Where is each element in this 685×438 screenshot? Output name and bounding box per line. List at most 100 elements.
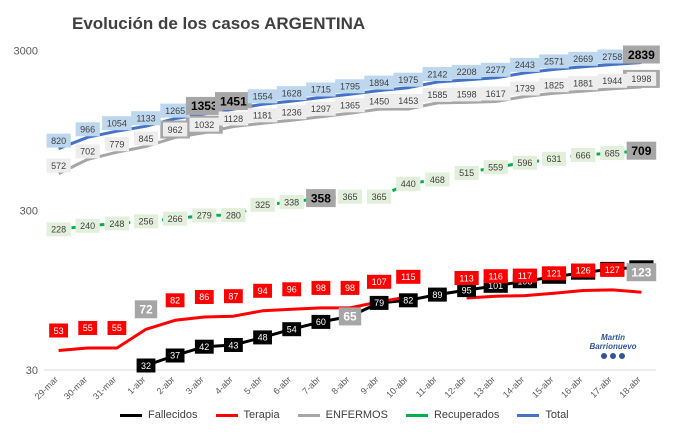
data-label-box	[623, 45, 660, 64]
data-label-box	[369, 295, 389, 310]
data-label: 2142	[427, 69, 447, 79]
data-label: 2571	[544, 57, 564, 67]
data-label-box	[457, 283, 476, 298]
data-label: 1451	[220, 94, 247, 108]
data-label-box	[571, 263, 596, 278]
data-label: 1894	[369, 78, 389, 88]
data-label-box	[510, 57, 540, 72]
data-label-box	[337, 189, 363, 204]
data-label-box	[218, 111, 249, 126]
data-label: 1739	[515, 84, 535, 94]
data-label-box	[483, 160, 508, 175]
data-label: 42	[199, 342, 209, 352]
legend-label: Terapia	[243, 409, 280, 421]
data-label-box	[393, 72, 424, 87]
data-label: 1598	[457, 90, 477, 100]
x-tick-label: 11-abr	[414, 374, 439, 399]
data-label: 95	[462, 285, 472, 295]
data-label: 266	[168, 214, 183, 224]
data-label-box	[539, 78, 569, 93]
data-label-box	[367, 274, 392, 289]
data-label: 572	[51, 161, 66, 171]
data-label: 1365	[340, 101, 360, 111]
x-tick-label: 18-abr	[617, 374, 642, 399]
data-label-box	[626, 141, 657, 160]
data-label: 1617	[486, 89, 506, 99]
legend-swatch	[297, 413, 320, 417]
data-label: 365	[342, 192, 357, 202]
data-label: 1265	[165, 106, 185, 116]
data-label-box	[454, 165, 479, 180]
data-label-box	[75, 122, 100, 137]
data-label: 966	[80, 125, 95, 135]
data-label: 126	[576, 266, 591, 276]
data-label: 79	[374, 298, 384, 308]
legend-item-terapia: Terapia	[215, 409, 280, 421]
data-label-box	[335, 79, 365, 94]
data-label-box	[306, 82, 336, 97]
data-label-box	[512, 155, 537, 170]
data-label: 1975	[398, 75, 418, 85]
y-tick-label: 3000	[14, 46, 38, 58]
x-tick-label: 17-abr	[588, 374, 613, 399]
data-label: 256	[138, 217, 153, 227]
data-label: 107	[372, 277, 387, 287]
data-label: 72	[139, 303, 153, 317]
data-label: 1032	[194, 120, 214, 130]
data-label-box	[393, 94, 424, 108]
data-label-box	[46, 133, 71, 148]
data-label-box	[367, 189, 392, 204]
data-label: 65	[343, 310, 357, 324]
data-label-box	[600, 146, 625, 161]
data-label: 87	[228, 291, 238, 301]
data-label-box	[541, 151, 567, 166]
data-label: 48	[258, 333, 268, 343]
data-label-box	[185, 96, 223, 115]
x-tick-label: 29-mar	[33, 374, 60, 401]
data-label-box	[221, 208, 246, 223]
x-tick-label: 3-abr	[184, 374, 206, 396]
data-label-box	[163, 122, 188, 137]
data-label: 123	[631, 266, 651, 280]
data-label-box	[510, 81, 540, 96]
data-label: 365	[372, 192, 387, 202]
data-label-box	[428, 287, 447, 302]
series-line-terapia	[466, 288, 642, 300]
data-label: 1944	[602, 76, 622, 86]
data-label: 962	[168, 125, 183, 135]
data-label-box	[247, 108, 278, 123]
data-label-box	[600, 262, 625, 277]
data-label: 98	[345, 283, 355, 293]
legend-item-total: Total	[517, 409, 569, 421]
data-label-box	[136, 358, 156, 373]
data-label: 1453	[398, 96, 418, 106]
legend-label: Total	[545, 409, 569, 421]
data-label-box	[568, 51, 598, 66]
data-label-box	[396, 176, 421, 191]
data-label: 1054	[107, 119, 127, 129]
data-label-box	[541, 266, 567, 281]
data-label-box	[253, 283, 272, 298]
data-label-box	[568, 76, 598, 91]
data-label: 2208	[457, 67, 477, 77]
y-tick-label: 300	[20, 205, 38, 217]
legend-item-enfermos: ENFERMOS	[297, 409, 388, 421]
data-label: 115	[401, 272, 415, 282]
data-label: 338	[284, 197, 299, 207]
data-label-box	[340, 280, 360, 295]
data-label-box	[107, 321, 127, 335]
data-label: 1628	[282, 88, 302, 98]
data-label-box	[165, 348, 185, 363]
x-tick-label: 31-mar	[91, 374, 118, 401]
data-label: 240	[80, 221, 95, 231]
data-label: 2277	[486, 65, 506, 75]
data-label-box	[247, 89, 278, 104]
data-label: 358	[311, 191, 331, 205]
data-label-box	[165, 293, 185, 308]
data-label-box	[279, 195, 304, 210]
data-label-box	[104, 216, 129, 231]
data-label-box	[46, 158, 71, 173]
data-label: 127	[605, 265, 620, 275]
data-label-box	[224, 338, 243, 352]
data-label: 1236	[282, 107, 302, 117]
